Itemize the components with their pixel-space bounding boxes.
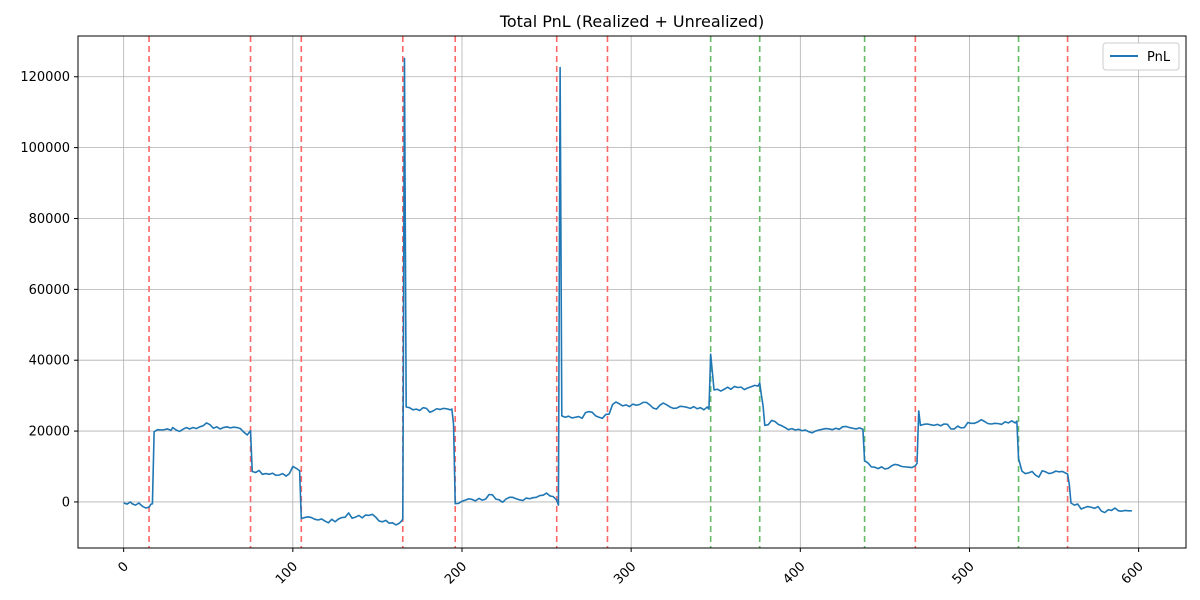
legend-box [1102,42,1180,71]
y-tick-label: 40000 [29,354,70,369]
series-line-pnl [123,57,1132,526]
series-layer [123,57,1132,526]
legend: PnL [1102,42,1180,71]
y-axis: 0 20000 40000 60000 80000 100000 120000 [20,70,78,510]
y-tick-label: 20000 [29,425,70,440]
y-tick-label: 0 [62,495,70,510]
y-tick-label: 60000 [29,283,70,298]
y-tick-label: 80000 [29,212,70,227]
grid-lines [78,36,1186,548]
legend-label-pnl: PnL [1147,50,1171,65]
chart-title: Total PnL (Realized + Unrealized) [499,12,764,31]
y-tick-label: 100000 [20,141,70,156]
event-markers [148,36,1069,548]
y-tick-label: 120000 [20,70,70,85]
plot-frame [77,35,1187,549]
